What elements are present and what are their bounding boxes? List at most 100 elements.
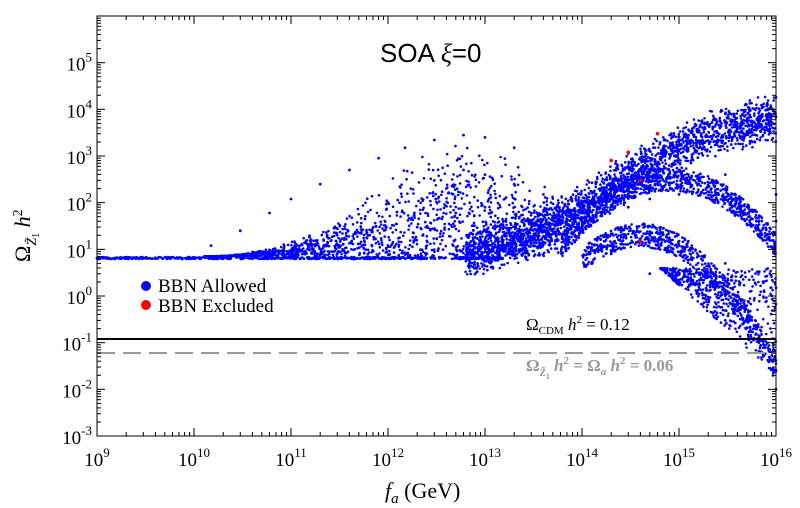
data-point — [653, 179, 656, 183]
data-point — [352, 257, 355, 261]
data-point — [188, 255, 191, 259]
data-point — [600, 214, 604, 218]
data-point — [472, 224, 475, 227]
data-point — [545, 210, 548, 213]
data-point — [478, 154, 481, 157]
data-point — [620, 182, 623, 186]
data-point — [586, 197, 589, 201]
data-point — [314, 243, 318, 246]
data-point — [623, 190, 626, 193]
data-point — [673, 173, 676, 177]
data-point — [341, 249, 344, 253]
data-point — [538, 241, 541, 244]
data-point — [682, 141, 685, 144]
data-point — [746, 116, 750, 119]
data-point — [359, 217, 363, 220]
data-point — [772, 99, 775, 102]
data-point — [343, 225, 346, 228]
data-point — [392, 251, 396, 254]
data-point — [638, 192, 642, 196]
data-point — [733, 123, 736, 126]
data-point — [427, 168, 431, 171]
data-point — [431, 227, 434, 230]
data-point — [603, 197, 606, 200]
data-point — [551, 202, 555, 206]
data-point — [643, 170, 646, 173]
data-point — [408, 243, 412, 247]
data-point — [530, 235, 533, 238]
data-point — [564, 197, 568, 201]
data-point — [569, 225, 573, 228]
data-point — [748, 113, 752, 117]
data-point — [473, 214, 476, 217]
data-point — [543, 251, 546, 255]
data-point — [355, 257, 359, 261]
data-point — [251, 257, 254, 261]
data-point — [742, 135, 746, 138]
data-point — [388, 249, 391, 253]
data-point — [485, 265, 489, 268]
data-point — [712, 179, 715, 183]
data-point — [513, 242, 516, 246]
data-point — [440, 238, 444, 242]
data-point — [416, 256, 420, 260]
data-point — [622, 201, 626, 204]
data-point — [505, 241, 509, 244]
data-point — [435, 202, 439, 205]
data-point — [539, 238, 543, 242]
data-point — [714, 123, 718, 126]
data-point — [412, 231, 415, 235]
data-point — [758, 138, 762, 142]
data-point — [557, 221, 560, 224]
data-point — [706, 154, 709, 158]
data-point — [619, 175, 623, 178]
data-point — [385, 250, 389, 254]
data-point — [554, 234, 558, 238]
data-point — [751, 125, 754, 129]
data-point — [700, 151, 704, 155]
data-point — [290, 240, 294, 244]
data-point — [521, 238, 524, 241]
data-point — [581, 196, 585, 199]
data-point — [302, 236, 306, 240]
data-point — [344, 223, 347, 226]
data-point — [740, 108, 743, 112]
data-point — [436, 217, 440, 220]
data-point — [356, 235, 359, 238]
data-point — [454, 227, 458, 231]
data-point — [281, 254, 285, 258]
data-point — [687, 128, 690, 131]
data-point — [340, 252, 343, 256]
data-point — [736, 139, 739, 142]
data-point — [501, 217, 504, 221]
data-point — [696, 156, 700, 159]
data-point — [743, 218, 746, 222]
data-point — [608, 178, 612, 181]
data-point — [417, 217, 421, 220]
data-point — [466, 273, 469, 276]
data-point — [597, 202, 601, 205]
data-point — [713, 130, 716, 133]
data-point — [691, 178, 695, 182]
data-point — [764, 109, 767, 112]
data-point — [417, 181, 421, 184]
data-point — [381, 215, 384, 219]
data-point — [692, 171, 695, 174]
data-point — [517, 237, 521, 240]
data-point — [482, 225, 486, 228]
data-point — [478, 267, 482, 270]
data-point — [378, 225, 381, 229]
data-point — [374, 242, 378, 245]
data-point — [415, 204, 418, 208]
data-point — [725, 191, 728, 194]
data-point — [459, 165, 463, 168]
data-point — [439, 208, 442, 211]
data-point — [741, 114, 745, 117]
data-point — [726, 198, 729, 202]
data-point — [595, 192, 598, 196]
data-point — [502, 230, 506, 234]
data-point — [733, 112, 736, 116]
data-point — [294, 243, 298, 247]
data-point — [324, 257, 328, 261]
data-point — [406, 256, 410, 260]
